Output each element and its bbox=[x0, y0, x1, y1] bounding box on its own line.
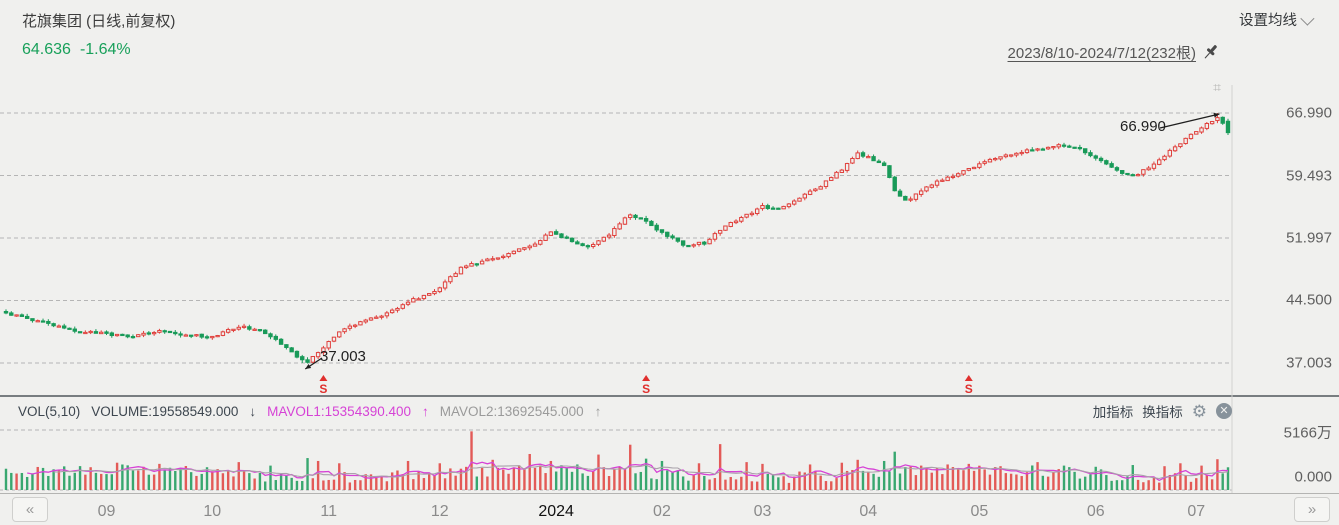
price-change: -1.64% bbox=[79, 41, 131, 58]
high-annotation: 66.990 bbox=[1120, 118, 1166, 135]
vol-indicator-label[interactable]: VOL(5,10) bbox=[18, 403, 81, 419]
chart-tools-icon[interactable]: ⌗ bbox=[1213, 79, 1221, 95]
last-price: 64.636 bbox=[22, 41, 71, 58]
x-axis-label: 09 bbox=[97, 503, 116, 520]
price-row: 64.636 -1.64% bbox=[22, 41, 131, 59]
price-axis-label: 37.003 bbox=[1286, 354, 1332, 372]
volume-value: VOLUME:19558549.000 bbox=[91, 403, 239, 419]
volume-axis-label: 0.000 bbox=[1294, 468, 1332, 486]
mavol2-value: MAVOL2:13692545.000 bbox=[439, 403, 584, 419]
price-axis-label: 66.990 bbox=[1286, 104, 1332, 122]
page-title: 花旗集团 (日线,前复权) bbox=[22, 13, 176, 30]
x-axis-label: 06 bbox=[1086, 503, 1105, 520]
event-marker-s[interactable]: S bbox=[965, 382, 973, 396]
x-axis-label: 2024 bbox=[538, 503, 574, 520]
volume-pane-header: VOL(5,10) VOLUME:19558549.000 ↓ MAVOL1:1… bbox=[18, 398, 1232, 424]
date-range-text: 2023/8/10-2024/7/12(232根) bbox=[1007, 45, 1196, 62]
price-axis-label: 51.997 bbox=[1286, 229, 1332, 247]
x-axis-label: 12 bbox=[430, 503, 449, 520]
ma-settings-button[interactable]: 设置均线 bbox=[1239, 9, 1315, 30]
volume-axis-label: 5166万 bbox=[1283, 424, 1332, 442]
x-axis-label: 10 bbox=[203, 503, 222, 520]
add-indicator-button[interactable]: 加指标 bbox=[1092, 405, 1134, 420]
mavol1-value: MAVOL1:15354390.400 bbox=[267, 403, 411, 419]
x-axis-label: 02 bbox=[653, 503, 671, 520]
gear-icon[interactable]: ⚙ bbox=[1191, 401, 1207, 421]
event-marker-s[interactable]: S bbox=[319, 382, 327, 396]
date-range-link[interactable]: 2023/8/10-2024/7/12(232根) bbox=[1008, 42, 1219, 63]
mavol1-up-arrow-icon: ↑ bbox=[422, 403, 429, 419]
scroll-right-button[interactable]: » bbox=[1294, 497, 1330, 522]
x-axis-label: 04 bbox=[859, 503, 878, 520]
close-icon[interactable]: ✕ bbox=[1216, 403, 1232, 419]
event-marker-s[interactable]: S bbox=[642, 382, 650, 396]
switch-indicator-button[interactable]: 换指标 bbox=[1142, 405, 1183, 420]
price-axis-label: 44.500 bbox=[1286, 291, 1332, 309]
price-axis-label: 59.493 bbox=[1286, 167, 1332, 184]
x-axis-label: 05 bbox=[970, 503, 989, 520]
x-axis-label: 11 bbox=[320, 503, 337, 520]
volume-down-arrow-icon: ↓ bbox=[249, 403, 257, 419]
pin-icon bbox=[1204, 45, 1217, 59]
x-axis-label: 03 bbox=[753, 503, 772, 520]
low-annotation: 37.003 bbox=[320, 348, 366, 365]
ma-settings-label: 设置均线 bbox=[1239, 13, 1297, 29]
scroll-left-button[interactable]: « bbox=[12, 497, 48, 522]
mavol2-up-arrow-icon: ↑ bbox=[594, 403, 602, 419]
x-axis-label: 07 bbox=[1187, 503, 1206, 520]
